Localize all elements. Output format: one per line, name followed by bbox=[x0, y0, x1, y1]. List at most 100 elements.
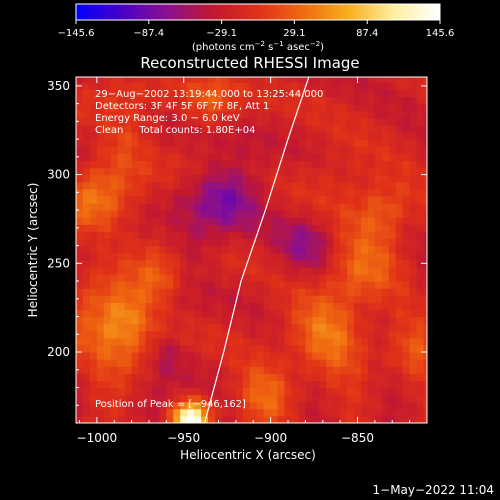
heatmap-cell bbox=[256, 224, 265, 232]
heatmap-cell bbox=[284, 139, 293, 147]
heatmap-cell bbox=[326, 238, 334, 247]
heatmap-cell bbox=[381, 202, 390, 211]
heatmap-cell bbox=[333, 323, 341, 332]
heatmap-cell bbox=[326, 288, 334, 296]
heatmap-cell bbox=[215, 273, 223, 282]
heatmap-cell bbox=[82, 330, 91, 339]
heatmap-cell bbox=[270, 103, 279, 112]
heatmap-cell bbox=[256, 288, 265, 296]
heatmap-cell bbox=[270, 139, 279, 147]
heatmap-cell bbox=[249, 281, 258, 289]
heatmap-cell bbox=[173, 132, 181, 140]
heatmap-cell bbox=[256, 273, 265, 282]
heatmap-cell bbox=[96, 160, 105, 169]
heatmap-cell bbox=[103, 344, 112, 353]
heatmap-cell bbox=[319, 323, 327, 332]
heatmap-cell bbox=[354, 167, 362, 176]
heatmap-cell bbox=[305, 82, 313, 91]
heatmap-cell bbox=[298, 316, 306, 325]
heatmap-cell bbox=[354, 344, 362, 353]
heatmap-cell bbox=[208, 124, 216, 133]
heatmap-cell bbox=[215, 195, 223, 204]
heatmap-cell bbox=[333, 160, 341, 169]
heatmap-cell bbox=[374, 195, 383, 204]
heatmap-cell bbox=[374, 77, 383, 83]
heatmap-cell bbox=[291, 316, 300, 325]
heatmap-cell bbox=[138, 266, 147, 275]
heatmap-cell bbox=[110, 295, 119, 303]
heatmap-cell bbox=[138, 366, 147, 374]
heatmap-cell bbox=[215, 82, 223, 91]
heatmap-cell bbox=[347, 153, 355, 161]
heatmap-cell bbox=[367, 281, 376, 289]
heatmap-cell bbox=[117, 124, 126, 133]
heatmap-cell bbox=[381, 415, 390, 423]
heatmap-cell bbox=[152, 295, 161, 303]
heatmap-cell bbox=[76, 337, 84, 346]
heatmap-cell bbox=[201, 273, 209, 282]
heatmap-cell bbox=[221, 366, 230, 374]
heatmap-cell bbox=[319, 82, 327, 91]
heatmap-cell bbox=[360, 337, 369, 346]
heatmap-cell bbox=[340, 167, 348, 176]
heatmap-cell bbox=[76, 245, 84, 254]
heatmap-cell bbox=[166, 82, 174, 91]
heatmap-cell bbox=[312, 167, 320, 176]
heatmap-cell bbox=[76, 117, 84, 126]
heatmap-cell bbox=[124, 224, 133, 232]
heatmap-cell bbox=[340, 288, 348, 296]
heatmap-cell bbox=[395, 238, 404, 247]
heatmap-cell bbox=[284, 245, 293, 254]
heatmap-cell bbox=[381, 195, 390, 204]
heatmap-cell bbox=[277, 380, 286, 389]
heatmap-cell bbox=[347, 352, 355, 360]
heatmap-cell bbox=[117, 373, 126, 382]
heatmap-cell bbox=[333, 153, 341, 161]
heatmap-cell bbox=[416, 103, 425, 112]
heatmap-cell bbox=[402, 132, 411, 140]
heatmap-cell bbox=[76, 366, 84, 374]
heatmap-cell bbox=[159, 224, 167, 232]
heatmap-cell bbox=[152, 394, 161, 403]
heatmap-cell bbox=[298, 288, 306, 296]
heatmap-cell bbox=[381, 139, 390, 147]
heatmap-cell bbox=[152, 103, 161, 112]
heatmap-cell bbox=[152, 380, 161, 389]
heatmap-cell bbox=[159, 132, 167, 140]
heatmap-cell bbox=[395, 408, 404, 417]
heatmap-cell bbox=[284, 273, 293, 282]
heatmap-cell bbox=[180, 366, 188, 374]
heatmap-cell bbox=[291, 330, 300, 339]
heatmap-cell bbox=[215, 373, 223, 382]
heatmap-cell bbox=[326, 167, 334, 176]
heatmap-cell bbox=[76, 195, 84, 204]
heatmap-cell bbox=[284, 217, 293, 225]
heatmap-cell bbox=[402, 323, 411, 332]
heatmap-cell bbox=[340, 82, 348, 91]
heatmap-cell bbox=[89, 132, 98, 140]
heatmap-cell bbox=[117, 77, 126, 83]
colorbar-tick-label: −29.1 bbox=[206, 28, 237, 39]
heatmap-cell bbox=[423, 387, 427, 396]
heatmap-cell bbox=[194, 366, 202, 374]
heatmap-cell bbox=[235, 124, 244, 133]
heatmap-cell bbox=[117, 288, 126, 296]
heatmap-cell bbox=[110, 103, 119, 112]
heatmap-cell bbox=[347, 167, 355, 176]
heatmap-cell bbox=[117, 352, 126, 360]
heatmap-cell bbox=[228, 352, 237, 360]
heatmap-cell bbox=[131, 295, 140, 303]
heatmap-cell bbox=[187, 245, 195, 254]
heatmap-cell bbox=[416, 366, 425, 374]
heatmap-cell bbox=[235, 146, 244, 154]
heatmap-cell bbox=[103, 82, 112, 91]
y-tick-label: 200 bbox=[47, 345, 70, 359]
heatmap-cell bbox=[103, 359, 112, 367]
peak-position-label: Position of Peak = [−946,162] bbox=[95, 399, 246, 410]
heatmap-cell bbox=[354, 309, 362, 318]
heatmap-cell bbox=[291, 124, 300, 133]
heatmap-cell bbox=[284, 316, 293, 325]
heatmap-cell bbox=[388, 316, 397, 325]
heatmap-cell bbox=[103, 160, 112, 169]
heatmap-cell bbox=[284, 330, 293, 339]
